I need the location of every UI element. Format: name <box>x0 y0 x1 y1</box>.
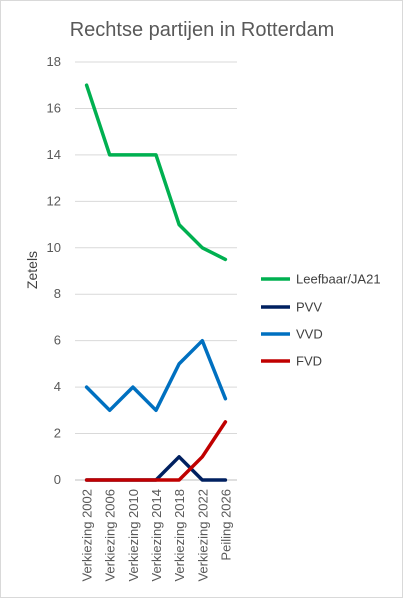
series-line-leefbaar-ja21 <box>84 83 228 262</box>
y-tick-label: 14 <box>47 147 61 162</box>
y-tick-label: 0 <box>54 472 61 487</box>
legend: Leefbaar/JA21 PVV VVD FVD <box>261 272 381 369</box>
series-line-vvd <box>84 338 228 413</box>
y-tick-label: 18 <box>47 54 61 69</box>
x-tick-label: Verkiezing 2002 <box>80 489 95 582</box>
x-tick-labels: Verkiezing 2002 Verkiezing 2006 Verkiezing… <box>80 489 234 582</box>
y-tick-label: 16 <box>47 100 61 115</box>
series-lines <box>84 83 228 482</box>
chart-title: Rechtse partijen in Rotterdam <box>70 19 335 41</box>
y-tick-label: 12 <box>47 193 61 208</box>
y-axis-title: Zetels <box>24 251 40 289</box>
y-tick-labels: 0 2 4 6 8 10 12 14 16 18 <box>47 54 61 487</box>
legend-label-leefbaar-ja21: Leefbaar/JA21 <box>296 272 381 287</box>
y-tick-label: 8 <box>54 286 61 301</box>
x-tick-label: Verkiezing 2010 <box>126 489 141 582</box>
series-line-pvv <box>84 455 228 482</box>
legend-label-pvv: PVV <box>296 300 322 315</box>
y-tick-label: 4 <box>54 379 61 394</box>
x-tick-label: Verkiezing 2006 <box>103 489 118 582</box>
series-line-fvd <box>84 420 228 482</box>
x-tick-label: Verkiezing 2022 <box>195 489 210 582</box>
x-tick-label: Verkiezing 2018 <box>172 489 187 582</box>
legend-label-fvd: FVD <box>296 354 322 369</box>
x-tick-label: Peiling 2026 <box>218 489 233 561</box>
y-tick-label: 6 <box>54 333 61 348</box>
y-tick-label: 2 <box>54 426 61 441</box>
x-tick-label: Verkiezing 2014 <box>149 489 164 582</box>
y-tick-label: 10 <box>47 240 61 255</box>
legend-label-vvd: VVD <box>296 327 323 342</box>
